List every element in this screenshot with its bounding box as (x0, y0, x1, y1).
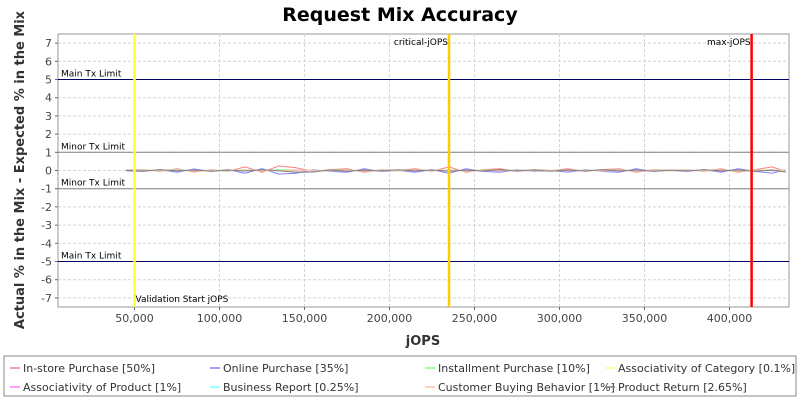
y-tick-label: -4 (41, 237, 52, 250)
x-tick-label: 50,000 (115, 312, 154, 325)
marker-lines (133, 34, 753, 307)
y-axis-label: Actual % in the Mix - Expected % in the … (13, 10, 28, 329)
y-tick-label: -2 (41, 201, 52, 214)
y-tick-label: 0 (45, 165, 52, 178)
series-lines (125, 165, 786, 175)
x-tick-label: 250,000 (452, 312, 498, 325)
marker-label: critical-jOPS (394, 38, 448, 48)
y-axis-ticks: 7 6 5 4 3 2 1 0 -1 -2 -3 -4 -5 -6 -7 (41, 37, 58, 305)
x-axis-label: jOPS (405, 334, 440, 349)
limit-label: Minor Tx Limit (61, 179, 126, 189)
y-tick-label: 5 (45, 74, 52, 87)
y-tick-label: -6 (41, 274, 52, 287)
marker-label: max-jOPS (707, 38, 751, 48)
x-tick-label: 200,000 (367, 312, 413, 325)
legend-entry-3: Associativity of Category [0.1%] (618, 362, 795, 375)
y-tick-label: 7 (45, 37, 52, 50)
x-tick-label: 400,000 (707, 312, 753, 325)
limit-lines (58, 79, 789, 262)
y-tick-label: 4 (45, 92, 52, 105)
y-tick-label: 6 (45, 55, 52, 68)
limit-label: Main Tx Limit (61, 70, 122, 80)
y-tick-label: -7 (41, 292, 52, 305)
legend-entry-5: Business Report [0.25%] (223, 381, 359, 394)
y-tick-label: -1 (41, 183, 52, 196)
x-axis-ticks: 50,000 100,000 150,000 200,000 250,000 300,00… (115, 307, 752, 325)
legend-entry-7: Product Return [2.65%] (618, 381, 747, 394)
legend-entry-4: Associativity of Product [1%] (23, 381, 181, 394)
x-tick-label: 150,000 (282, 312, 328, 325)
y-tick-label: -3 (41, 219, 52, 232)
legend-entry-2: Installment Purchase [10%] (438, 362, 590, 375)
limit-label: Main Tx Limit (61, 252, 122, 262)
chart-title: Request Mix Accuracy (282, 4, 518, 26)
legend-frame (3, 355, 797, 397)
legend-entry-1: Online Purchase [35%] (223, 362, 348, 375)
legend-entry-0: In-store Purchase [50%] (23, 362, 155, 375)
x-tick-label: 100,000 (197, 312, 243, 325)
legend: In-store Purchase [50%] Online Purchase [… (3, 355, 797, 397)
plot-area: Main Tx Limit Minor Tx Limit Minor Tx Limi… (57, 33, 790, 308)
x-tick-label: 350,000 (622, 312, 668, 325)
y-tick-label: 2 (45, 128, 52, 141)
series-line-7 (125, 169, 786, 173)
y-tick-label: 1 (45, 146, 52, 159)
limit-label: Minor Tx Limit (61, 142, 126, 152)
legend-entry-6: Customer Buying Behavior [1%] (438, 381, 615, 394)
y-tick-label: 3 (45, 110, 52, 123)
y-tick-label: -5 (41, 256, 52, 269)
marker-label: Validation Start jOPS (136, 295, 229, 305)
x-tick-label: 300,000 (537, 312, 583, 325)
annotations: Main Tx Limit Minor Tx Limit Minor Tx Limi… (61, 38, 751, 305)
